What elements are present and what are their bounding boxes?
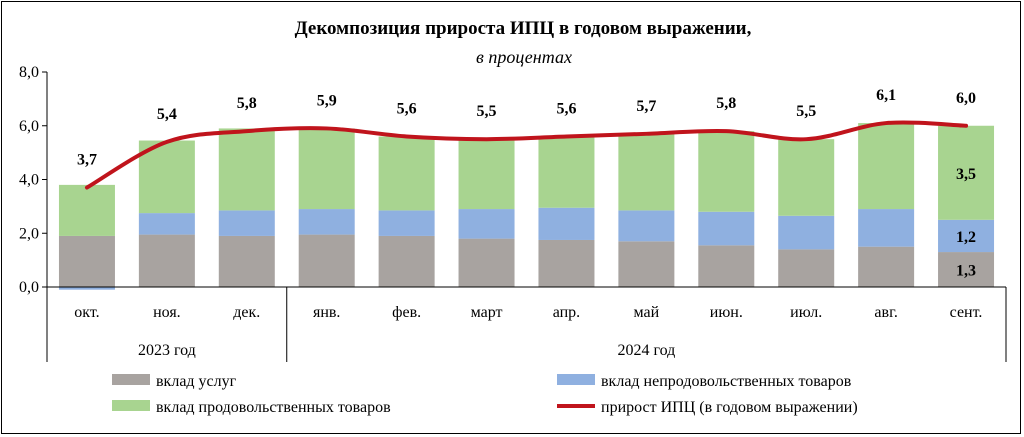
line-data-label: 5,4 bbox=[157, 106, 177, 123]
year-group-label: 2024 год bbox=[617, 342, 675, 359]
bar-segment-3 bbox=[218, 128, 275, 211]
bar-segment-1 bbox=[698, 245, 755, 287]
services-data-label: 1,3 bbox=[956, 263, 976, 280]
line-data-label: 5,7 bbox=[636, 98, 656, 115]
legend-label: вклад продовольственных товаров bbox=[156, 399, 391, 416]
bar-segment-1 bbox=[138, 234, 195, 287]
bar-segment-1 bbox=[618, 241, 675, 287]
year-group-label: 2023 год bbox=[138, 342, 196, 359]
bar-segment-2 bbox=[138, 213, 195, 235]
y-tick-label: 4,0 bbox=[19, 172, 39, 189]
bar-segment-2 bbox=[58, 287, 115, 290]
bar-segment-2 bbox=[538, 207, 595, 240]
x-tick-label: фев. bbox=[392, 304, 421, 321]
legend-item-food: вклад продовольственных товаров bbox=[112, 399, 391, 416]
bar-segment-3 bbox=[618, 133, 675, 211]
bar-segment-1 bbox=[858, 246, 915, 287]
x-tick-label: сент. bbox=[950, 304, 983, 321]
bar-segment-3 bbox=[58, 184, 115, 236]
line-data-label: 5,5 bbox=[477, 103, 497, 120]
bar-segment-3 bbox=[298, 128, 355, 210]
x-tick-label: июл. bbox=[790, 304, 822, 321]
bar-segment-1 bbox=[58, 235, 115, 287]
nonfood-data-label: 1,2 bbox=[956, 229, 976, 246]
y-tick-label: 8,0 bbox=[19, 64, 39, 81]
y-tick-label: 0,0 bbox=[19, 279, 39, 296]
bar-segment-2 bbox=[698, 211, 755, 246]
x-tick-label: март bbox=[471, 304, 503, 321]
x-tick-label: окт. bbox=[74, 304, 99, 321]
x-tick-label: июн. bbox=[710, 304, 743, 321]
y-tick-label: 2,0 bbox=[19, 225, 39, 242]
legend-item-services: вклад услуг bbox=[112, 373, 237, 390]
plot-area: 0,0 2,0 4,0 6,0 8,0 окт. ноя. дек. янв. фев. март а… bbox=[19, 64, 1007, 362]
bar-segment-3 bbox=[938, 125, 995, 220]
y-tick-label: 6,0 bbox=[19, 118, 39, 135]
bar-segment-3 bbox=[458, 139, 515, 210]
bar-segment-1 bbox=[458, 238, 515, 287]
legend-item-cpi-line: прирост ИПЦ (в годовом выражении) bbox=[557, 399, 858, 416]
bar-segment-2 bbox=[858, 209, 915, 247]
bar-segment-2 bbox=[298, 209, 355, 235]
bar-segment-1 bbox=[298, 234, 355, 287]
bar-segment-3 bbox=[378, 136, 435, 211]
x-tick-label: янв. bbox=[313, 304, 340, 321]
x-tick-label: дек. bbox=[233, 304, 260, 321]
line-data-label: 5,8 bbox=[716, 95, 736, 112]
legend-swatch bbox=[112, 400, 150, 411]
line-data-label: 5,6 bbox=[556, 101, 576, 118]
line-data-label: 6,1 bbox=[876, 87, 896, 104]
bar-segment-2 bbox=[458, 209, 515, 239]
bar-segment-2 bbox=[938, 219, 995, 253]
line-data-label: 5,9 bbox=[317, 92, 337, 109]
bar-segment-3 bbox=[538, 136, 595, 208]
bar-segment-1 bbox=[938, 252, 995, 287]
line-data-label: 5,5 bbox=[796, 103, 816, 120]
bar-segment-1 bbox=[378, 235, 435, 287]
food-data-label: 3,5 bbox=[956, 166, 976, 183]
bar-segment-2 bbox=[378, 210, 435, 236]
legend-label: вклад услуг bbox=[156, 373, 237, 390]
legend: вклад услуг вклад непродовольственных тов… bbox=[112, 373, 858, 416]
bar-segment-2 bbox=[218, 210, 275, 236]
legend-swatch bbox=[557, 374, 595, 385]
line-data-label: 6,0 bbox=[956, 90, 976, 107]
bar-segment-3 bbox=[698, 131, 755, 212]
legend-item-nonfood: вклад непродовольственных товаров bbox=[557, 373, 852, 390]
cpi-growth-line bbox=[84, 120, 969, 190]
bar-segment-2 bbox=[618, 210, 675, 242]
line-data-label: 5,6 bbox=[397, 101, 417, 118]
line-data-label: 5,8 bbox=[237, 95, 257, 112]
bar-segment-3 bbox=[858, 123, 915, 210]
x-tick-label: май bbox=[634, 304, 660, 321]
bar-segment-1 bbox=[218, 235, 275, 287]
chart-subtitle: в процентах bbox=[476, 47, 572, 67]
line-data-label: 3,7 bbox=[77, 152, 97, 169]
bar-segment-3 bbox=[778, 139, 835, 216]
legend-swatch bbox=[112, 374, 150, 385]
legend-label: вклад непродовольственных товаров bbox=[601, 373, 852, 390]
legend-label: прирост ИПЦ (в годовом выражении) bbox=[601, 399, 858, 416]
x-tick-label: ноя. bbox=[153, 304, 181, 321]
bar-segment-2 bbox=[778, 215, 835, 250]
bar-segment-1 bbox=[538, 239, 595, 287]
x-tick-label: апр. bbox=[553, 304, 580, 321]
chart-title: Декомпозиция прироста ИПЦ в годовом выра… bbox=[295, 18, 752, 39]
x-tick-label: авг. bbox=[874, 304, 897, 321]
bar-segment-1 bbox=[778, 249, 835, 287]
